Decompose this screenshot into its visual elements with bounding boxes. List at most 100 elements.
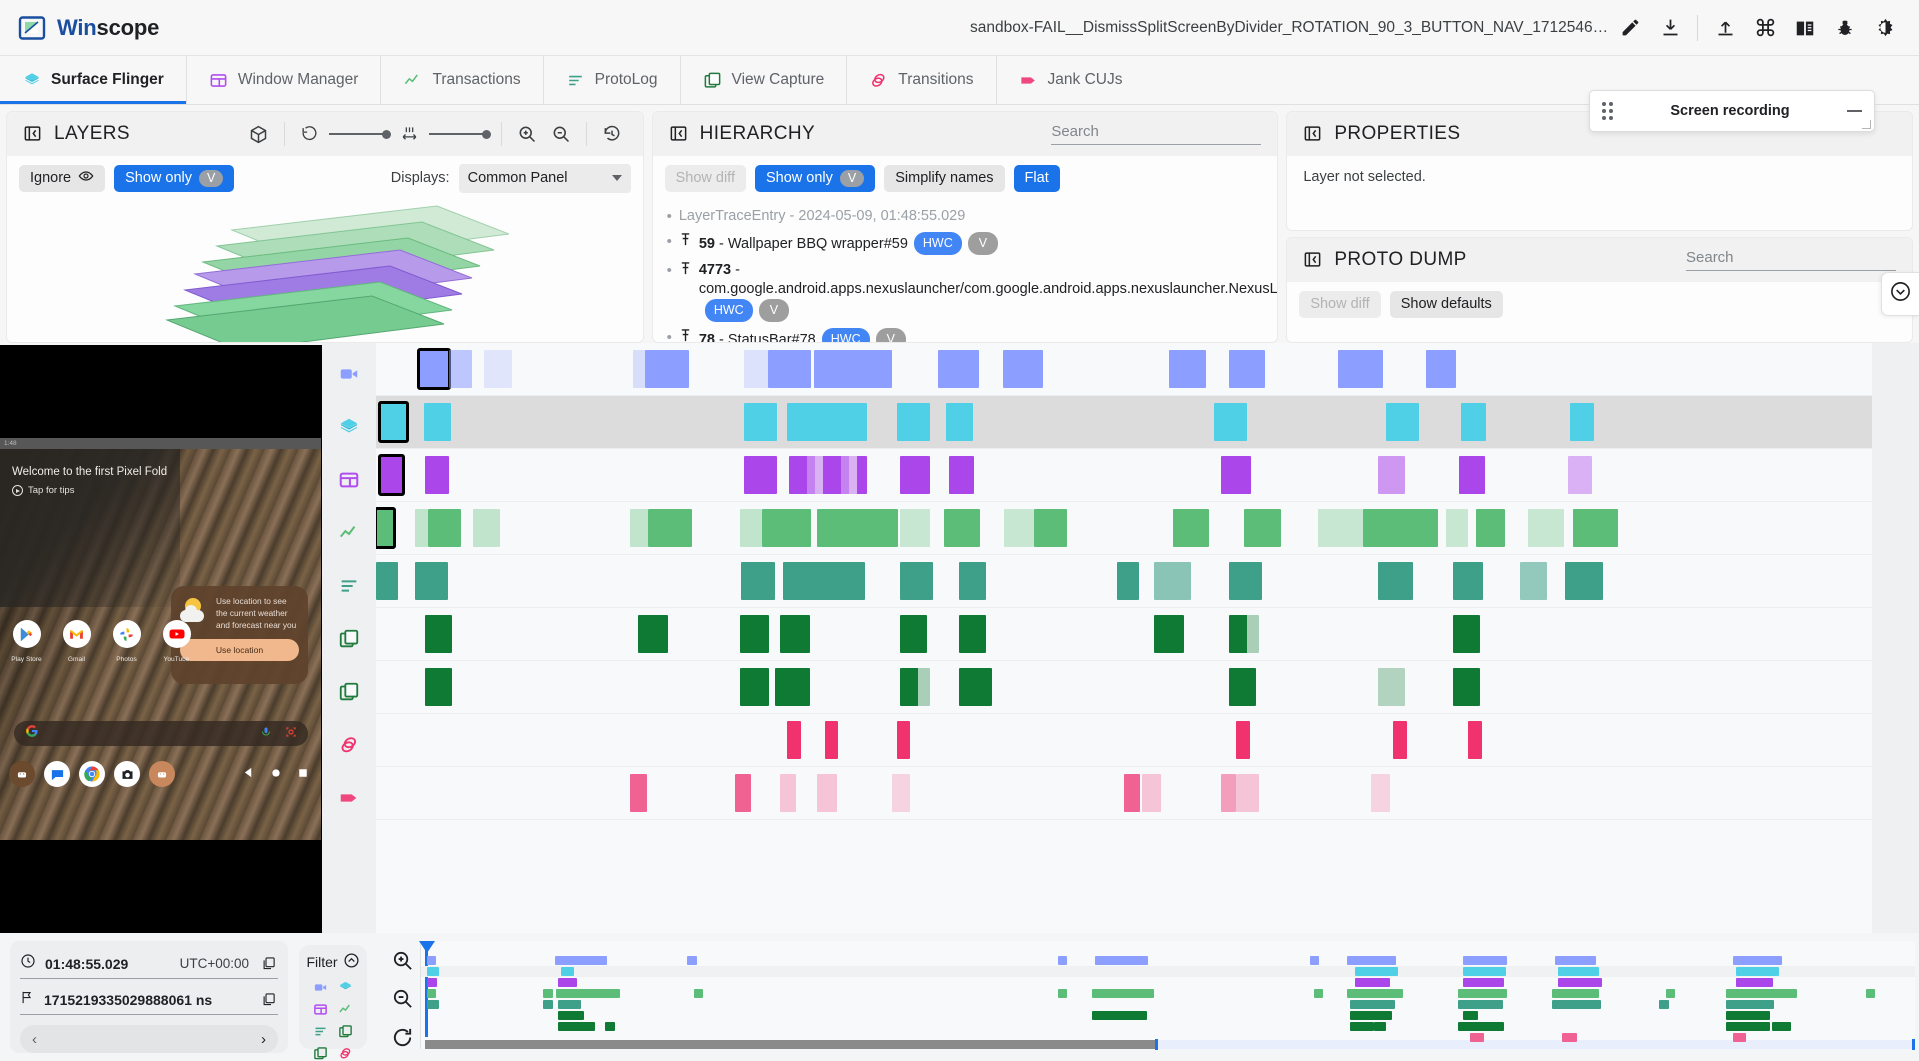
upload-icon[interactable] <box>1705 8 1745 48</box>
mini-timeline[interactable] <box>419 941 1915 1050</box>
resize-handle-icon[interactable] <box>1862 120 1871 129</box>
timeline-block[interactable] <box>1213 403 1247 441</box>
timeline-block[interactable] <box>1228 668 1256 706</box>
filter-window-manager-icon[interactable] <box>309 1001 332 1017</box>
timeline-block[interactable] <box>1337 350 1383 388</box>
messages-icon[interactable] <box>44 761 70 787</box>
timeline-block[interactable] <box>428 509 462 547</box>
timeline-block[interactable] <box>1228 350 1265 388</box>
layers-3d-canvas[interactable] <box>7 200 643 342</box>
timeline-block[interactable] <box>744 403 777 441</box>
pin-icon[interactable] <box>679 261 692 282</box>
timeline-cursor[interactable] <box>419 941 435 1037</box>
timeline-block[interactable] <box>1453 562 1484 600</box>
timeline-block[interactable] <box>633 350 646 388</box>
weather-widget[interactable]: Use location to see the current weather … <box>171 586 308 684</box>
timeline-block[interactable] <box>1370 774 1391 812</box>
timeline-block[interactable] <box>1221 774 1237 812</box>
timeline-block[interactable] <box>945 403 973 441</box>
timeline-block[interactable] <box>817 509 899 547</box>
timeline-block[interactable] <box>1445 509 1469 547</box>
tab-protolog[interactable]: ProtoLog <box>542 56 680 104</box>
timeline-block[interactable] <box>944 509 981 547</box>
timeline-block[interactable] <box>899 562 933 600</box>
timeline-row[interactable] <box>376 767 1919 820</box>
screen-recording-window[interactable]: Screen recording <box>1589 90 1875 132</box>
timeline-block[interactable] <box>1153 562 1192 600</box>
edit-icon[interactable] <box>1610 8 1650 48</box>
transactions-icon[interactable] <box>336 520 362 546</box>
pin-icon[interactable] <box>679 232 692 253</box>
transitions-icon[interactable] <box>336 732 362 758</box>
timeline-block[interactable] <box>1124 774 1141 812</box>
timeline-block[interactable] <box>899 509 930 547</box>
pin-icon[interactable] <box>679 328 692 342</box>
timeline-block[interactable] <box>814 350 893 388</box>
mic-icon[interactable] <box>260 725 272 743</box>
spacing-slider[interactable] <box>428 129 491 139</box>
timeline-zoom-in-icon[interactable] <box>388 946 416 974</box>
dock-app-5-icon[interactable] <box>149 761 175 787</box>
timeline-block[interactable] <box>376 562 399 600</box>
timeline-block[interactable] <box>896 403 930 441</box>
collapse-icon[interactable] <box>669 124 689 144</box>
screen-recording-preview[interactable]: 1:48 Welcome to the first Pixel Fold Tap… <box>0 345 322 933</box>
timeline-block[interactable] <box>1363 509 1439 547</box>
tree-row[interactable]: • LayerTraceEntry - 2024-05-09, 01:48:55… <box>667 204 1266 229</box>
docs-icon[interactable] <box>1785 8 1825 48</box>
timeline-block[interactable] <box>1453 615 1481 653</box>
window-manager-icon[interactable] <box>336 467 362 493</box>
tree-row[interactable]: • 59 - Wallpaper BBQ wrapper#59 HWC V <box>667 229 1266 258</box>
timeline-block[interactable] <box>1453 668 1481 706</box>
copy-time-icon[interactable] <box>258 956 278 971</box>
ignore-button[interactable]: Ignore <box>19 164 106 192</box>
timeline-block[interactable] <box>1221 456 1252 494</box>
timeline-block[interactable] <box>782 562 866 600</box>
timeline-row[interactable] <box>376 608 1919 661</box>
timeline-block[interactable] <box>739 615 770 653</box>
timeline-row[interactable] <box>376 555 1919 608</box>
bug-icon[interactable] <box>1825 8 1865 48</box>
timeline-block[interactable] <box>899 615 927 653</box>
timeline-block[interactable] <box>414 562 448 600</box>
timeline-block[interactable] <box>473 509 501 547</box>
filter-screen-recording-icon[interactable] <box>309 979 332 995</box>
lens-icon[interactable] <box>285 725 297 743</box>
timeline-block[interactable] <box>787 403 867 441</box>
cursor-handle-icon[interactable] <box>419 941 435 953</box>
use-location-button[interactable]: Use location <box>180 639 299 661</box>
timeline-block[interactable] <box>1385 403 1419 441</box>
screen-recording-icon[interactable] <box>336 361 362 387</box>
timeline-block[interactable] <box>1168 350 1207 388</box>
timeline-block[interactable] <box>938 350 979 388</box>
chrome-icon[interactable] <box>79 761 105 787</box>
timeline-block[interactable] <box>779 615 810 653</box>
timeline-block[interactable] <box>735 774 752 812</box>
restore-icon[interactable] <box>597 119 627 149</box>
tap-for-tips[interactable]: Tap for tips <box>12 485 74 496</box>
show-diff-button[interactable]: Show diff <box>664 164 746 192</box>
drag-handle-icon[interactable] <box>1602 102 1613 120</box>
show-only-button[interactable]: Show only V <box>754 164 876 192</box>
back-button-icon[interactable] <box>243 765 254 783</box>
timeline-block[interactable] <box>1426 350 1457 388</box>
timeline-block[interactable] <box>1378 456 1406 494</box>
hierarchy-search-input[interactable]: Search <box>1051 123 1262 145</box>
proto-dump-search-input[interactable]: Search <box>1686 249 1896 271</box>
timeline-block[interactable] <box>1572 509 1618 547</box>
surface-flinger-icon[interactable] <box>336 414 362 440</box>
timeline-block[interactable] <box>425 456 450 494</box>
timeline-row[interactable] <box>376 396 1919 449</box>
scrollbar-handle-left[interactable] <box>1155 1039 1159 1050</box>
timeline-block[interactable] <box>1236 774 1259 812</box>
timeline-block[interactable] <box>425 615 453 653</box>
timeline-block[interactable] <box>959 562 987 600</box>
filter-transitions-icon[interactable] <box>334 1045 357 1061</box>
app-play-store[interactable]: Play Store <box>8 620 45 666</box>
timeline-row[interactable] <box>376 502 1919 555</box>
prev-frame-button[interactable]: ‹ <box>32 1030 37 1048</box>
dock-app-1-icon[interactable] <box>9 761 35 787</box>
protolog-icon[interactable] <box>336 573 362 599</box>
tab-view-capture[interactable]: View Capture <box>679 56 847 104</box>
download-icon[interactable] <box>1650 8 1690 48</box>
